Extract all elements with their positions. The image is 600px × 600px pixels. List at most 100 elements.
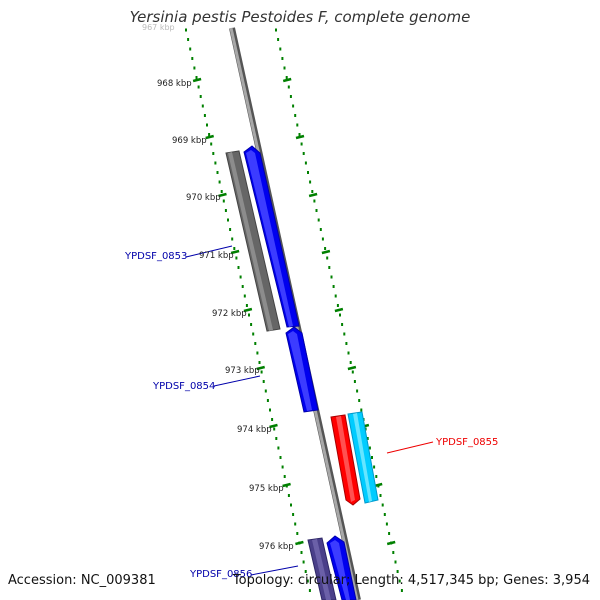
minor-tick [250, 323, 253, 326]
clipped-tick-label: 967 kbp [142, 23, 175, 32]
minor-tick [220, 190, 223, 193]
minor-tick [302, 152, 305, 155]
minor-tick [328, 266, 331, 269]
minor-tick [332, 285, 335, 288]
tick-labels: 968 kbp 969 kbp 970 kbp 971 kbp 972 kbp … [157, 79, 294, 552]
tick-label: 968 kbp [157, 79, 192, 89]
minor-tick [256, 351, 259, 355]
gene-0855-leader [386, 441, 434, 454]
tick-label: 976 kbp [259, 542, 294, 552]
minor-tick [356, 389, 359, 393]
minor-tick [264, 389, 267, 393]
tick-label: 973 kbp [225, 366, 260, 376]
tick-label: 969 kbp [172, 136, 207, 146]
minor-tick [398, 579, 401, 583]
minor-tick [287, 85, 290, 89]
minor-tick [283, 66, 286, 70]
minor-tick [368, 446, 371, 450]
minor-tick [287, 494, 290, 497]
minor-tick [313, 199, 316, 203]
minor-tick [326, 256, 329, 260]
minor-tick [283, 475, 286, 478]
minor-tick [319, 228, 322, 231]
gene-0853-leader [185, 245, 233, 258]
minor-tick [321, 237, 324, 241]
minor-tick [208, 133, 211, 136]
minor-tick [317, 218, 320, 222]
minor-tick [358, 399, 361, 402]
minor-tick [388, 532, 391, 535]
major-tick [347, 365, 357, 371]
minor-tick [260, 370, 263, 374]
minor-tick [279, 456, 282, 459]
major-tick [282, 77, 292, 83]
minor-tick [289, 95, 292, 98]
major-tick [218, 192, 227, 198]
minor-tick [187, 38, 190, 41]
minor-tick [392, 551, 395, 554]
minor-tick [306, 579, 309, 583]
gene-label-0854[interactable]: YPDSF_0854 [152, 381, 215, 392]
minor-tick [281, 465, 284, 469]
minor-tick [366, 437, 369, 440]
minor-tick [210, 142, 213, 146]
major-tick [321, 249, 331, 255]
minor-tick [353, 380, 356, 383]
minor-tick [193, 66, 196, 70]
minor-tick [311, 190, 314, 193]
minor-tick [315, 209, 318, 212]
minor-tick [339, 313, 341, 317]
minor-tick [307, 171, 309, 174]
gene-label-0856[interactable]: YPDSF_0856 [189, 569, 252, 580]
gene-0856-leader [250, 565, 299, 576]
minor-tick [281, 57, 284, 60]
major-tick [308, 192, 318, 198]
minor-tick [266, 399, 269, 402]
minor-tick [290, 503, 292, 507]
major-tick [334, 307, 344, 313]
minor-tick [189, 47, 192, 51]
minor-tick [227, 218, 229, 222]
minor-tick [271, 418, 274, 421]
map-title: Yersinia pestis Pestoides F, complete ge… [129, 8, 471, 26]
tick-label: 975 kbp [249, 484, 284, 494]
tick-label: 971 kbp [199, 251, 234, 261]
major-tick [295, 540, 304, 546]
minor-tick [269, 408, 271, 412]
minor-tick [300, 551, 303, 554]
feature-track [225, 145, 379, 600]
minor-tick [349, 361, 352, 364]
minor-tick [254, 342, 257, 345]
minor-tick [396, 570, 399, 573]
major-tick [192, 77, 202, 83]
minor-tick [341, 323, 344, 326]
minor-tick [324, 247, 327, 250]
tick-label: 972 kbp [212, 309, 247, 319]
minor-tick [400, 589, 403, 592]
minor-tick [292, 104, 295, 108]
gene-0854-leader [213, 375, 261, 387]
inner-tick-track [185, 28, 311, 592]
minor-tick [252, 332, 255, 336]
minor-tick [379, 494, 382, 497]
minor-tick [347, 351, 350, 355]
major-tick [243, 307, 253, 313]
minor-tick [279, 47, 282, 51]
minor-tick [360, 408, 363, 412]
major-tick [295, 134, 305, 140]
gene-label-0853[interactable]: YPDSF_0853 [124, 251, 187, 262]
minor-tick [294, 114, 297, 117]
minor-tick [292, 513, 295, 516]
minor-tick [214, 161, 217, 165]
minor-tick [201, 104, 204, 108]
minor-tick [298, 133, 301, 136]
minor-tick [229, 228, 232, 231]
minor-tick [191, 57, 194, 60]
gene-label-0855[interactable]: YPDSF_0855 [435, 437, 498, 448]
minor-tick [224, 209, 227, 212]
minor-tick [351, 370, 354, 374]
minor-tick [304, 570, 307, 573]
minor-tick [294, 522, 297, 526]
minor-tick [336, 304, 339, 307]
